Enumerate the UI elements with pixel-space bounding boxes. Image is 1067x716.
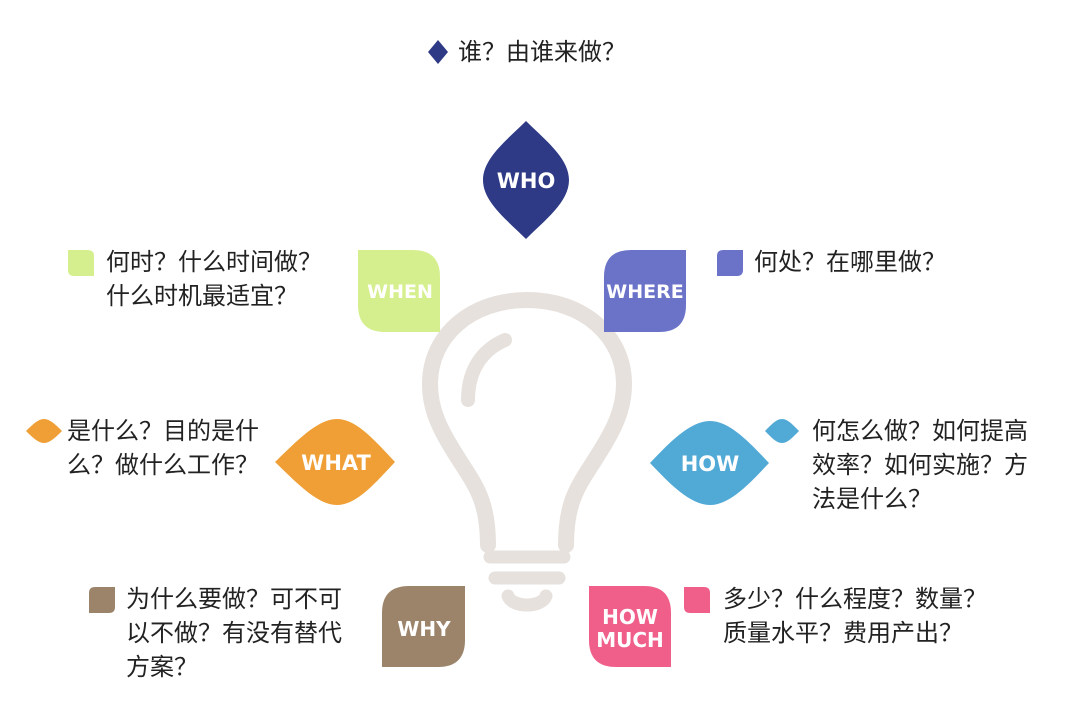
where-bullet-leaf-icon xyxy=(717,250,743,276)
when-description: 何时？什么时间做？ 什么时机最适宜？ xyxy=(106,245,322,313)
how-label: HOW xyxy=(681,452,740,476)
who-petal: WHO xyxy=(483,121,569,239)
where-description-line-1: 何处？在哪里做？ xyxy=(754,248,946,276)
when-petal: WHEN xyxy=(358,250,440,332)
how-petal: HOW xyxy=(650,421,769,505)
howmuch-label-line-2: MUCH xyxy=(596,628,664,652)
who-petal-shape xyxy=(483,121,569,239)
howmuch-description-line-1: 多少？什么程度？数量？ xyxy=(723,585,987,613)
how-petal-shape xyxy=(650,421,769,505)
how-description-line-2: 效率？如何实施？方 xyxy=(812,451,1028,479)
why-petal: WHY xyxy=(382,586,465,667)
what-petal: WHAT xyxy=(275,419,395,505)
where-label: WHERE xyxy=(606,281,683,303)
howmuch-description: 多少？什么程度？数量？ 质量水平？费用产出？ xyxy=(723,582,987,650)
howmuch-label-line-1: HOW xyxy=(602,605,658,629)
who-description: 谁？由谁来做？ xyxy=(458,35,626,69)
what-bullet-lens-icon xyxy=(26,419,62,443)
what-label: WHAT xyxy=(301,451,371,475)
why-petal-shape xyxy=(382,586,465,667)
when-label: WHEN xyxy=(367,281,433,303)
howmuch-bullet-leaf-icon xyxy=(684,587,710,613)
where-petal: WHERE xyxy=(604,250,686,332)
howmuch-petal-shape xyxy=(589,586,671,667)
who-label: WHO xyxy=(497,169,556,193)
when-bullet-leaf-icon xyxy=(68,250,94,276)
how-description: 何怎么做？如何提高 效率？如何实施？方 法是什么？ xyxy=(812,414,1028,516)
how-description-line-3: 法是什么？ xyxy=(812,485,932,513)
why-description: 为什么要做？可不可 以不做？有没有替代 方案？ xyxy=(126,582,342,684)
who-bullet-diamond-icon xyxy=(428,40,448,64)
howmuch-description-line-2: 质量水平？费用产出？ xyxy=(723,619,963,647)
who-description-line-1: 谁？由谁来做？ xyxy=(458,38,626,66)
why-label: WHY xyxy=(397,617,451,641)
why-description-line-3: 方案？ xyxy=(126,653,198,681)
why-description-line-2: 以不做？有没有替代 xyxy=(126,619,342,647)
what-description: 是什么？目的是什 么？做什么工作？ xyxy=(67,414,259,482)
when-petal-shape xyxy=(358,250,440,332)
what-description-line-2: 么？做什么工作？ xyxy=(67,451,259,479)
howmuch-petal: HOW MUCH xyxy=(589,586,671,667)
why-description-line-1: 为什么要做？可不可 xyxy=(126,585,342,613)
why-bullet-leaf-icon xyxy=(89,587,115,613)
what-description-line-1: 是什么？目的是什 xyxy=(67,417,259,445)
how-bullet-lens-icon xyxy=(765,419,799,443)
when-description-line-1: 何时？什么时间做？ xyxy=(106,248,322,276)
when-description-line-2: 什么时机最适宜？ xyxy=(106,282,298,310)
where-petal-shape xyxy=(604,250,686,332)
what-petal-shape xyxy=(275,419,395,505)
how-description-line-1: 何怎么做？如何提高 xyxy=(812,417,1028,445)
where-description: 何处？在哪里做？ xyxy=(754,245,946,279)
lightbulb-icon xyxy=(422,292,632,612)
